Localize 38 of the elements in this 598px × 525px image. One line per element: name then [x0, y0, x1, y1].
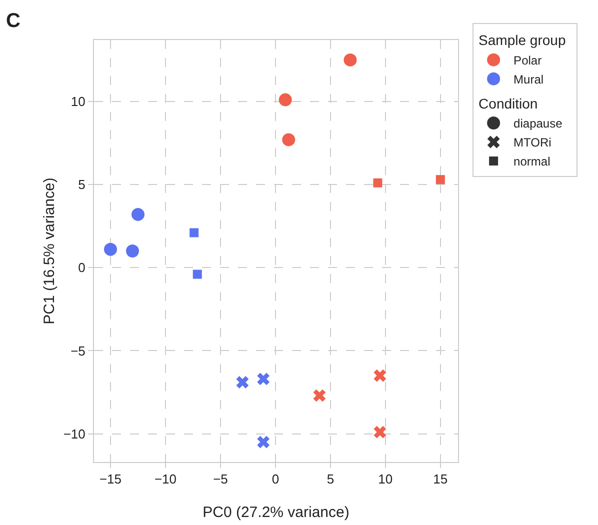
- x-tick-label: −15: [99, 472, 122, 487]
- point: [373, 178, 382, 188]
- y-tick-label: −5: [70, 343, 86, 358]
- point: [131, 208, 144, 221]
- y-tick-label: −10: [63, 426, 86, 442]
- x-tick-label: −5: [213, 472, 228, 487]
- legend-label: normal: [514, 154, 550, 169]
- point: [257, 436, 270, 448]
- point: [282, 133, 296, 146]
- point: [192, 270, 202, 279]
- point: [313, 389, 326, 402]
- point: [436, 175, 445, 184]
- x-tick-label: 0: [272, 472, 280, 487]
- point: [374, 426, 386, 438]
- point: [278, 93, 292, 106]
- point: [374, 369, 386, 382]
- chart-title: C: [6, 10, 20, 32]
- y-axis-title: PC1 (16.5% variance): [41, 178, 58, 324]
- legend-label: Mural: [514, 72, 544, 86]
- point: [190, 228, 199, 238]
- legend-label: diapause: [514, 116, 563, 131]
- text: Condition: [478, 95, 538, 112]
- x-tick-label: 5: [326, 472, 334, 487]
- x-tick-label: 15: [433, 472, 448, 487]
- point: [344, 53, 357, 66]
- y-tick-label: 10: [70, 94, 86, 110]
- y-tick-label: 5: [78, 177, 86, 192]
- point: [236, 376, 249, 388]
- point: [257, 372, 270, 386]
- point: [126, 244, 139, 258]
- x-axis-title: PC0 (27.2% variance): [202, 504, 350, 521]
- legend-title: Sample group: [478, 32, 566, 48]
- y-tick-label: 0: [78, 260, 86, 276]
- point: [104, 242, 117, 256]
- legend-label: MTORi: [514, 136, 552, 150]
- x-tick-label: −10: [154, 472, 177, 487]
- legend-label: Polar: [514, 54, 542, 68]
- x-tick-label: 10: [378, 472, 393, 487]
